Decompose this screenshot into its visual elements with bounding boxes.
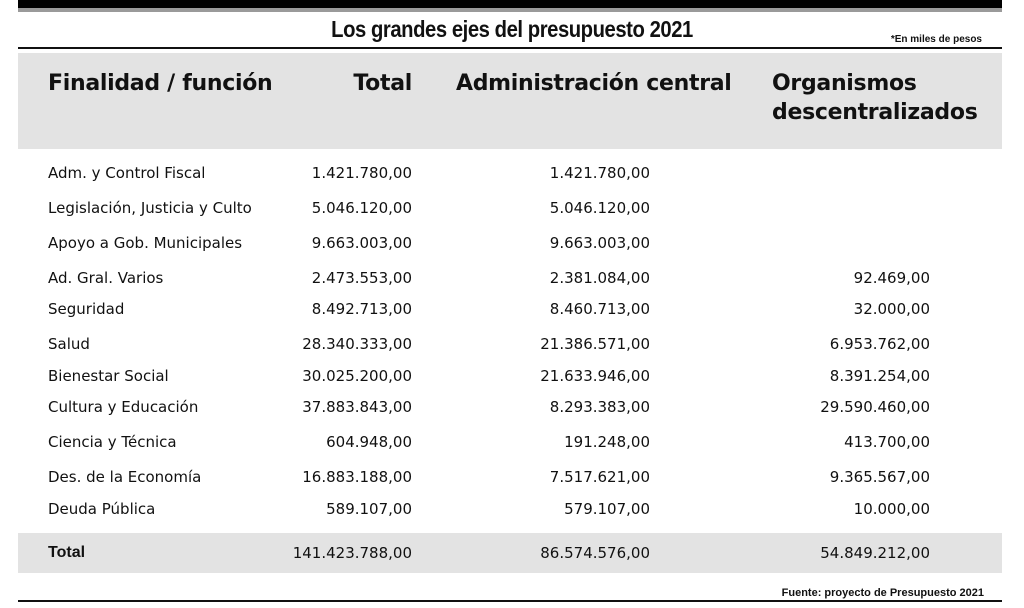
table-row: Seguridad 8.492.713,00 8.460.713,00 32.000,… [18,294,1002,324]
row-total: 5.046.120,00 [311,199,412,217]
table-row: Bienestar Social 30.025.200,00 21.633.946,… [18,361,1002,391]
row-label: Bienestar Social [48,367,169,385]
header-administracion-central: Administración central [456,71,732,96]
row-descentralizados: 32.000,00 [853,300,930,318]
source-note: Fuente: proyecto de Presupuesto 2021 [781,587,984,599]
header-total: Total [353,71,412,96]
row-total: 604.948,00 [326,433,412,451]
row-central: 21.633.946,00 [540,367,650,385]
table-row: Ad. Gral. Varios 2.473.553,00 2.381.084,00… [18,263,1002,293]
row-descentralizados: 6.953.762,00 [829,335,930,353]
row-descentralizados: 8.391.254,00 [829,367,930,385]
row-central: 1.421.780,00 [549,164,650,182]
row-total: 16.883.188,00 [302,468,412,486]
row-label: Ad. Gral. Varios [48,269,164,287]
totals-central: 86.574.576,00 [540,544,650,562]
totals-total: 141.423.788,00 [292,544,412,562]
row-central: 579.107,00 [564,500,650,518]
row-label: Salud [48,335,90,353]
table-title: Los grandes ejes del presupuesto 2021 [331,16,693,42]
top-rule-black [18,0,1002,8]
row-central: 191.248,00 [564,433,650,451]
header-organismos: Organismos descentralizados [772,69,978,127]
row-descentralizados: 9.365.567,00 [829,468,930,486]
table-row: Apoyo a Gob. Municipales 9.663.003,00 9.66… [18,228,1002,258]
row-label: Ciencia y Técnica [48,433,177,451]
units-note: *En miles de pesos [890,34,982,45]
header-organismos-line1: Organismos [772,71,917,96]
row-total: 9.663.003,00 [311,234,412,252]
row-total: 1.421.780,00 [311,164,412,182]
bottom-rule [18,600,1002,602]
table-row: Adm. y Control Fiscal 1.421.780,00 1.421.7… [18,158,1002,188]
table-row: Deuda Pública 589.107,00 579.107,00 10.000,… [18,494,1002,524]
row-label: Legislación, Justicia y Culto [48,199,252,217]
top-rule-gray [18,8,1002,12]
row-label: Seguridad [48,300,125,318]
totals-row: Total 141.423.788,00 86.574.576,00 54.84… [18,533,1002,573]
row-central: 2.381.084,00 [549,269,650,287]
row-total: 2.473.553,00 [311,269,412,287]
row-total: 28.340.333,00 [302,335,412,353]
header-organismos-line2: descentralizados [772,100,978,125]
title-divider [18,47,1002,49]
row-central: 8.293.383,00 [549,398,650,416]
row-label: Deuda Pública [48,500,156,518]
table-row: Des. de la Economía 16.883.188,00 7.517.62… [18,462,1002,492]
row-descentralizados: 29.590.460,00 [820,398,930,416]
row-descentralizados: 10.000,00 [853,500,930,518]
row-label: Des. de la Economía [48,468,202,486]
row-total: 8.492.713,00 [311,300,412,318]
row-label: Adm. y Control Fiscal [48,164,206,182]
row-label: Apoyo a Gob. Municipales [48,234,243,252]
row-total: 37.883.843,00 [302,398,412,416]
table-row: Cultura y Educación 37.883.843,00 8.293.38… [18,392,1002,422]
row-label: Cultura y Educación [48,398,199,416]
table-header: Finalidad / función Total Administración… [18,53,1002,149]
row-descentralizados: 92.469,00 [853,269,930,287]
row-central: 21.386.571,00 [540,335,650,353]
row-central: 9.663.003,00 [549,234,650,252]
row-descentralizados: 413.700,00 [844,433,930,451]
header-finalidad: Finalidad / función [48,71,273,96]
row-central: 8.460.713,00 [549,300,650,318]
row-total: 589.107,00 [326,500,412,518]
row-central: 7.517.621,00 [549,468,650,486]
table-row: Legislación, Justicia y Culto 5.046.120,0… [18,193,1002,223]
row-total: 30.025.200,00 [302,367,412,385]
table-row: Salud 28.340.333,00 21.386.571,00 6.953.762… [18,329,1002,359]
row-central: 5.046.120,00 [549,199,650,217]
table-row: Ciencia y Técnica 604.948,00 191.248,00 413… [18,427,1002,457]
totals-descentralizados: 54.849.212,00 [820,544,930,562]
totals-label: Total [48,544,86,561]
